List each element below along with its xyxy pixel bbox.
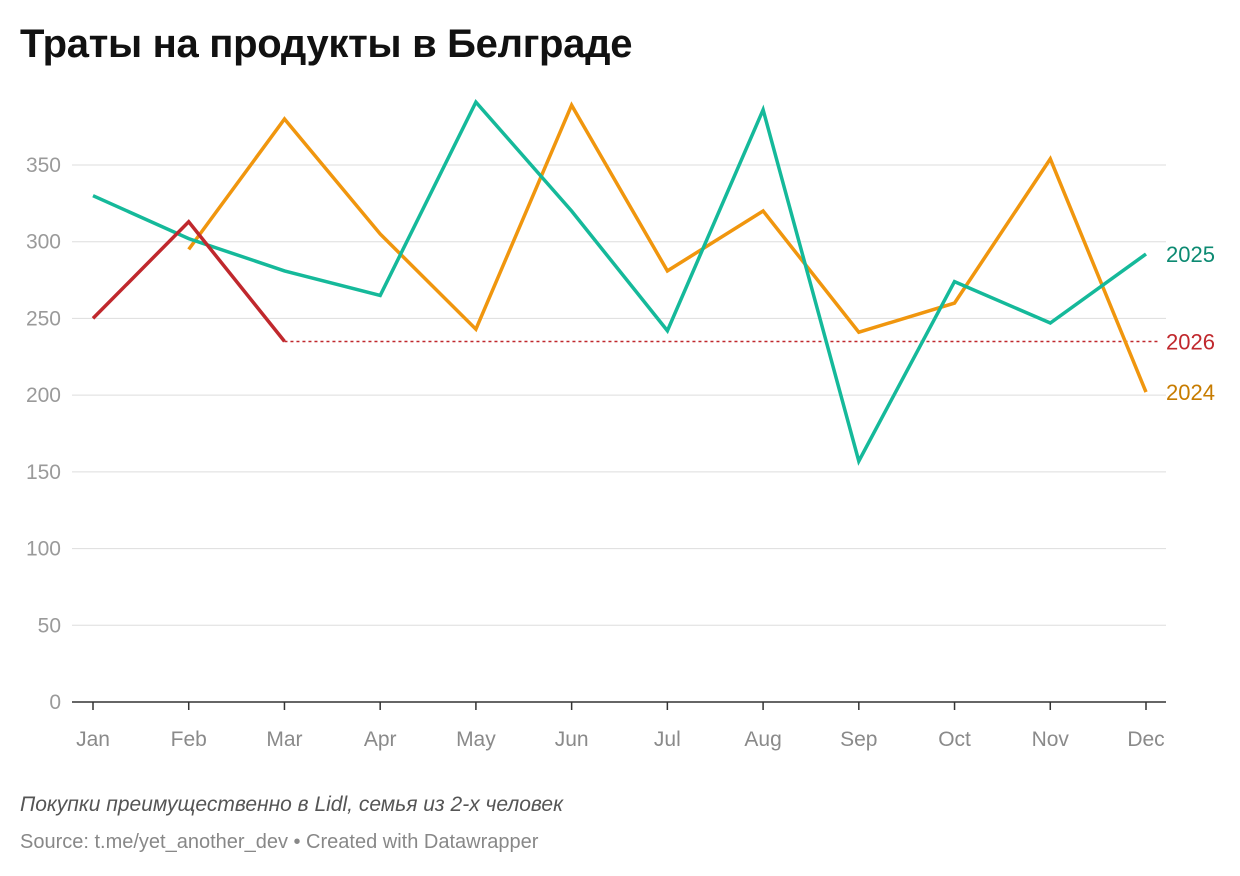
x-tick-label: Jun — [555, 728, 589, 751]
x-tick-label: Nov — [1032, 728, 1070, 751]
series-label-2026: 2026 — [1166, 329, 1215, 354]
series-label-2024: 2024 — [1166, 380, 1215, 405]
y-tick-label: 350 — [26, 154, 61, 177]
x-tick-label: Jul — [654, 728, 681, 751]
y-tick-label: 100 — [26, 538, 61, 561]
series-labels: 2024 2025 2026 — [1166, 242, 1215, 405]
chart-title: Траты на продукты в Белграде — [20, 22, 633, 66]
y-tick-label: 250 — [26, 307, 61, 330]
x-tick-label: Aug — [744, 728, 781, 751]
y-axis-ticks: 0 50 100 150 200 250 300 350 — [26, 154, 61, 714]
x-tick-label: Feb — [171, 728, 207, 751]
x-tick-label: Mar — [266, 728, 302, 751]
series-line-2025 — [92, 98, 1148, 466]
x-tick-label: Sep — [840, 728, 877, 751]
x-tick-label: Jan — [76, 728, 110, 751]
series-lines — [91, 98, 1148, 466]
y-tick-label: 300 — [26, 231, 61, 254]
x-tick-label: Dec — [1127, 728, 1164, 751]
series-line-2024 — [187, 101, 1148, 393]
series-label-2025: 2025 — [1166, 242, 1215, 267]
chart-source: Source: t.me/yet_another_dev • Created w… — [20, 831, 539, 853]
y-tick-label: 200 — [26, 384, 61, 407]
gridlines — [72, 164, 1166, 626]
y-tick-label: 150 — [26, 461, 61, 484]
y-tick-label: 0 — [49, 691, 61, 714]
x-tick-label: May — [456, 728, 496, 751]
x-tick-label: Oct — [938, 728, 971, 751]
x-tick-label: Apr — [364, 728, 397, 751]
chart-note: Покупки преимущественно в Lidl, семья из… — [20, 793, 564, 816]
x-axis: Jan Feb Mar Apr May Jun Jul Aug Sep Oct Nov Dec — [72, 701, 1166, 751]
series-line-2026 — [91, 219, 286, 343]
y-tick-label: 50 — [38, 614, 61, 637]
